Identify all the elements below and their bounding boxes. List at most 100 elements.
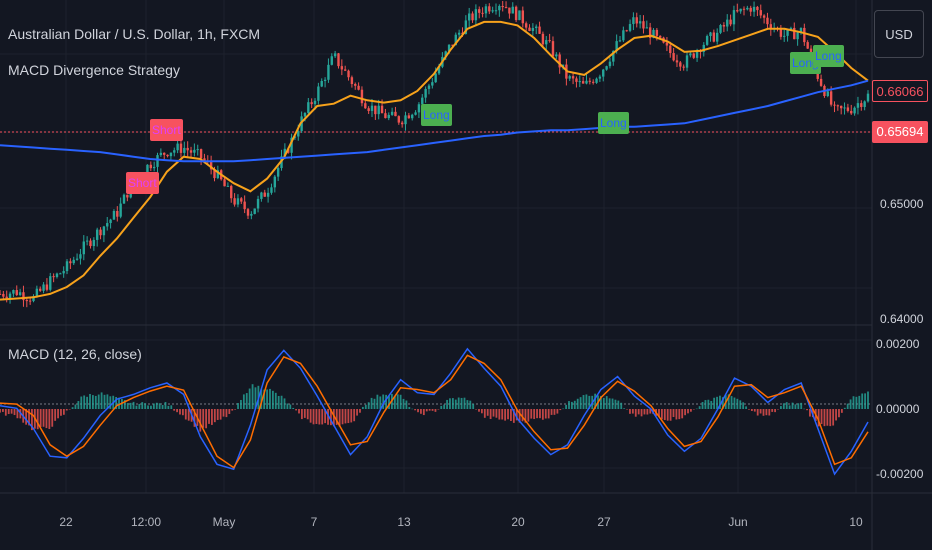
- histogram-bar: [466, 400, 469, 409]
- signal-short-label[interactable]: Short: [150, 119, 183, 141]
- signal-long-label[interactable]: Long: [598, 112, 629, 134]
- candle-body: [632, 17, 635, 25]
- candle-body: [290, 137, 293, 153]
- ma-slow-line[interactable]: [0, 79, 869, 163]
- histogram-bar: [576, 398, 579, 409]
- histogram-bar: [512, 409, 515, 423]
- symbol-title[interactable]: Australian Dollar / U.S. Dollar, 1h, FXC…: [8, 26, 261, 42]
- candle-body: [484, 6, 488, 14]
- candle-body: [186, 147, 189, 151]
- candle-body: [612, 50, 615, 62]
- candle-body: [273, 176, 277, 188]
- histogram-bar: [864, 393, 866, 409]
- histogram-bar: [150, 405, 152, 409]
- candle-body: [568, 76, 571, 79]
- candle-body: [836, 105, 840, 107]
- strategy-name[interactable]: MACD Divergence Strategy: [8, 62, 180, 78]
- histogram-bar: [147, 405, 149, 409]
- candle-body: [85, 240, 89, 242]
- histogram-bar: [840, 409, 843, 413]
- candle-body: [695, 50, 699, 58]
- macd-line[interactable]: [0, 347, 869, 476]
- signal-long-label[interactable]: Long: [813, 45, 844, 67]
- macd-legend[interactable]: MACD (12, 26, close): [8, 346, 142, 362]
- candle-body: [122, 194, 126, 204]
- histogram-bar: [550, 409, 553, 415]
- candle-body: [531, 27, 535, 31]
- candle-body: [454, 34, 457, 46]
- candle-body: [424, 88, 427, 98]
- candle-body: [548, 40, 551, 42]
- candle-body: [635, 17, 638, 24]
- candle-body: [276, 168, 280, 177]
- histogram-bar: [382, 394, 385, 409]
- candle-body: [347, 70, 350, 78]
- candle-body: [15, 290, 18, 295]
- histogram-bar: [10, 409, 13, 414]
- candle-body: [72, 259, 75, 264]
- candle-body: [504, 7, 508, 9]
- histogram-bar: [774, 409, 777, 413]
- candle-body: [665, 42, 669, 46]
- histogram-bar: [687, 409, 689, 414]
- candle-body: [715, 32, 719, 42]
- candle-body: [330, 56, 333, 65]
- histogram-bar: [573, 400, 576, 409]
- currency-selector[interactable]: USD: [874, 10, 924, 58]
- candle-body: [756, 6, 759, 11]
- candle-body: [417, 104, 421, 113]
- candle-body: [524, 23, 528, 28]
- histogram-bar: [295, 409, 298, 411]
- candle-body: [146, 164, 149, 175]
- histogram-bar: [106, 394, 109, 409]
- histogram-bar: [184, 409, 187, 420]
- histogram-bar: [614, 399, 617, 409]
- candle-body: [407, 115, 411, 119]
- histogram-bar: [768, 409, 771, 416]
- candle-body: [863, 101, 866, 107]
- histogram-bar: [472, 403, 475, 409]
- signal-short-label[interactable]: Short: [126, 172, 159, 194]
- candles-group[interactable]: [0, 0, 870, 308]
- histogram-bar: [446, 399, 448, 409]
- price-axis[interactable]: 0.65000 0.64000 0.00200 0.00000 -0.00200: [876, 197, 924, 481]
- histogram-bar: [100, 392, 103, 409]
- histogram-bar: [129, 402, 132, 409]
- macd-histogram[interactable]: [0, 384, 869, 432]
- histogram-bar: [344, 409, 347, 424]
- candle-body: [5, 296, 8, 299]
- candle-body: [648, 27, 652, 38]
- candle-body: [511, 6, 514, 14]
- candle-body: [226, 185, 230, 187]
- candle-body: [783, 35, 786, 37]
- candle-body: [689, 53, 692, 56]
- candle-body: [39, 288, 42, 291]
- histogram-bar: [643, 409, 646, 415]
- candle-body: [618, 40, 622, 42]
- time-axis[interactable]: 22 12:00 May 7 13 20 27 Jun 10: [59, 515, 863, 529]
- candle-body: [163, 152, 166, 155]
- candle-body: [69, 261, 72, 264]
- histogram-bar: [277, 396, 280, 409]
- candle-body: [340, 66, 344, 70]
- histogram-bar: [675, 409, 678, 420]
- signal-line[interactable]: [0, 354, 869, 469]
- histogram-bar: [80, 396, 83, 409]
- candle-body: [437, 66, 441, 74]
- candle-body: [8, 293, 12, 299]
- ema-fast-line[interactable]: [0, 20, 869, 301]
- histogram-bar: [2, 409, 4, 412]
- signal-long-label[interactable]: Long: [421, 104, 452, 126]
- histogram-bar: [469, 400, 472, 409]
- histogram-bar: [315, 409, 318, 424]
- candle-body: [581, 81, 585, 84]
- candle-body: [2, 294, 5, 297]
- candle-body: [833, 104, 836, 106]
- histogram-bar: [527, 409, 530, 422]
- histogram-bar: [306, 409, 309, 420]
- histogram-bar: [312, 409, 315, 425]
- candle-body: [45, 284, 49, 290]
- histogram-bar: [553, 409, 556, 415]
- candle-body: [685, 55, 689, 68]
